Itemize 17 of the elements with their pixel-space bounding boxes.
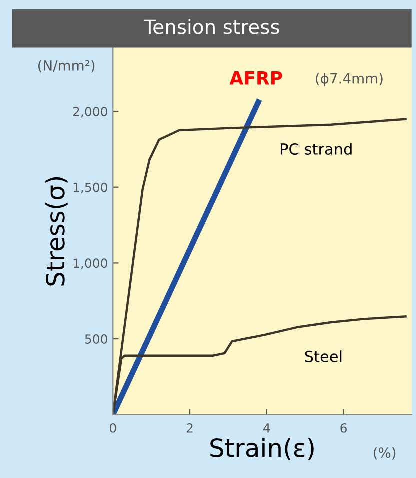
text: (N/mm²): [38, 60, 95, 73]
y-tick-label: 1,500: [74, 182, 108, 194]
y-tick-label: 500: [85, 334, 108, 344]
x-tick-label: 0: [110, 423, 116, 433]
chart-title: Tension stress: [144, 19, 280, 34]
y-tick-label: 1,000: [74, 258, 108, 270]
series-label: PC strand: [281, 143, 352, 156]
x-tick-label: 2: [186, 423, 193, 433]
x-tick-label: 6: [340, 423, 347, 433]
y-axis-title: Stress(σ): [46, 177, 68, 286]
annotation: (ϕ7.4mm): [316, 73, 383, 87]
text: (%): [374, 447, 396, 460]
x-axis-title: Strain(ε): [210, 438, 314, 460]
y-tick-label: 2,000: [73, 106, 108, 118]
x-tick-label: 4: [264, 424, 270, 433]
series-label: Steel: [305, 350, 342, 362]
series-label: AFRP: [230, 72, 282, 85]
